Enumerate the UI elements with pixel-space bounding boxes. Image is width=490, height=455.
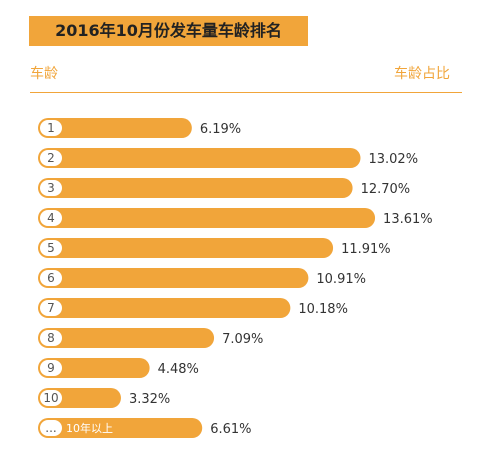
value-label-8: 7.09% <box>222 332 263 347</box>
category-header: 车龄 <box>30 66 58 82</box>
category-pill-4 <box>40 210 62 226</box>
category-pill-5 <box>40 240 62 256</box>
value-label-1: 6.19% <box>200 122 241 137</box>
category-pill-1 <box>40 120 62 136</box>
value-label-4: 13.61% <box>383 212 433 227</box>
category-label-11: ... <box>45 421 56 435</box>
category-label-2: 2 <box>47 151 55 165</box>
bar-6 <box>38 268 309 288</box>
category-pill-6 <box>40 270 62 286</box>
category-label-1: 1 <box>47 121 55 135</box>
category-label-4: 4 <box>47 211 55 225</box>
bar-11 <box>38 418 203 438</box>
category-label-5: 5 <box>47 241 55 255</box>
value-label-5: 11.91% <box>341 242 391 257</box>
category-label-extra: 10年以上 <box>66 421 113 435</box>
category-label-8: 8 <box>47 331 55 345</box>
category-label-6: 6 <box>47 271 55 285</box>
category-pill-3 <box>40 180 62 196</box>
value-label-3: 12.70% <box>361 182 411 197</box>
value-label-2: 13.02% <box>368 152 418 167</box>
category-pill-8 <box>40 330 62 346</box>
category-label-3: 3 <box>47 181 55 195</box>
header-divider <box>30 92 462 93</box>
bar-3 <box>38 178 353 198</box>
bar-5 <box>38 238 334 258</box>
category-pill-10 <box>40 390 62 406</box>
category-pill-11 <box>40 420 62 436</box>
value-label-7: 10.18% <box>298 302 348 317</box>
category-pill-2 <box>40 150 62 166</box>
bar-2 <box>38 148 361 168</box>
value-header: 车龄占比 <box>394 66 450 82</box>
value-label-6: 10.91% <box>316 272 366 287</box>
category-pill-9 <box>40 360 62 376</box>
bar-7 <box>38 298 291 318</box>
bar-1 <box>38 118 192 138</box>
category-label-10: 10 <box>43 391 58 405</box>
category-label-9: 9 <box>47 361 55 375</box>
chart-title: 2016年10月份发车量车龄排名 <box>29 16 308 46</box>
bar-8 <box>38 328 215 348</box>
value-label-9: 4.48% <box>158 362 199 377</box>
value-label-11: 6.61% <box>210 422 251 437</box>
bar-4 <box>38 208 376 228</box>
category-pill-7 <box>40 300 62 316</box>
value-label-10: 3.32% <box>129 392 170 407</box>
category-label-7: 7 <box>47 301 55 315</box>
bar-9 <box>38 358 150 378</box>
